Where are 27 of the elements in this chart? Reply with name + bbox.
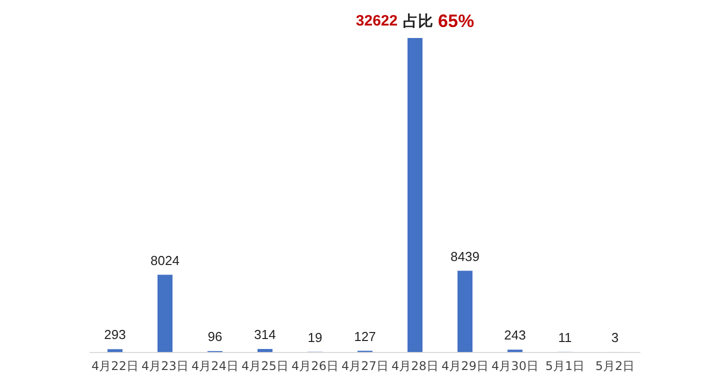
data-label: 19 — [308, 330, 322, 345]
x-tick-label: 4月25日 — [242, 359, 288, 373]
data-label: 3 — [611, 330, 619, 345]
x-tick-label: 4月30日 — [492, 359, 538, 373]
bar — [458, 270, 472, 352]
x-tick-label: 4月26日 — [292, 359, 338, 373]
x-tick-label: 4月24日 — [192, 359, 238, 373]
x-tick-label: 4月29日 — [442, 359, 488, 373]
data-label: 243 — [504, 328, 526, 343]
data-label: 8439 — [450, 248, 480, 264]
bar — [408, 38, 422, 352]
data-label: 127 — [354, 328, 376, 344]
bar — [108, 349, 122, 352]
x-tick-label: 4月22日 — [92, 359, 138, 373]
x-tick-label: 5月2日 — [595, 359, 635, 373]
data-label: 11 — [558, 330, 572, 345]
x-tick-label: 4月27日 — [342, 359, 388, 373]
x-tick-label: 4月28日 — [392, 359, 438, 373]
bar — [158, 274, 172, 352]
data-label: 8024 — [150, 252, 180, 268]
data-label: 314 — [254, 326, 276, 342]
x-tick-label: 4月23日 — [142, 359, 188, 373]
bar — [258, 348, 272, 352]
data-label: 293 — [104, 327, 126, 342]
data-label: 96 — [208, 329, 222, 344]
data-label: 32622 占比 65% — [356, 11, 474, 31]
x-tick-label: 5月1日 — [545, 359, 585, 373]
